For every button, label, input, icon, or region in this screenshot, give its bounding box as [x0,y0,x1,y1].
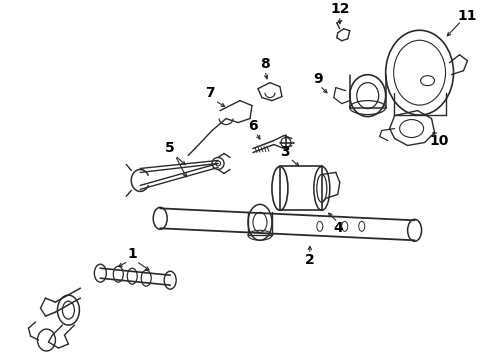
Text: 8: 8 [260,57,270,71]
Text: 7: 7 [205,86,215,100]
Text: 3: 3 [280,145,290,159]
Text: 2: 2 [305,253,315,267]
Text: 4: 4 [333,221,343,235]
Text: 12: 12 [330,2,349,16]
Text: 1: 1 [127,247,137,261]
Text: 9: 9 [313,72,322,86]
Text: 10: 10 [430,134,449,148]
Text: 11: 11 [458,9,477,23]
Text: 6: 6 [248,118,258,132]
Text: 5: 5 [165,141,175,156]
